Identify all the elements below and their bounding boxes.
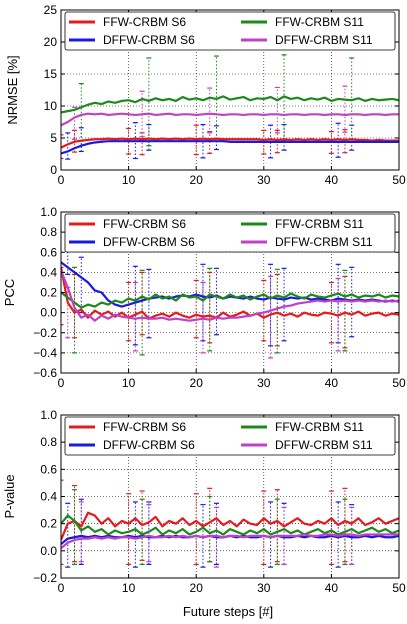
y-tick-label: 20 bbox=[44, 35, 58, 49]
y-tick-label: 0.4 bbox=[40, 265, 57, 279]
x-tick-label: 0 bbox=[58, 581, 65, 595]
legend-label: DFFW-CRBM S6 bbox=[103, 438, 195, 452]
series-line-dffw-crbm-s11 bbox=[61, 112, 399, 127]
legend-label: DFFW-CRBM S11 bbox=[275, 33, 373, 47]
y-tick-label: −0.6 bbox=[33, 366, 57, 380]
x-tick-label: 40 bbox=[325, 173, 339, 187]
y-tick-label: 10 bbox=[44, 99, 58, 113]
legend-label: FFW-CRBM S11 bbox=[275, 420, 364, 434]
x-tick-label: 10 bbox=[122, 376, 136, 390]
x-tick-label: 20 bbox=[190, 376, 204, 390]
x-tick-label: 20 bbox=[190, 173, 204, 187]
x-tick-label: 20 bbox=[190, 581, 204, 595]
series-line-dffw-crbm-s11 bbox=[61, 533, 399, 549]
legend: FFW-CRBM S6 FFW-CRBM S11 DFFW-CRBM S6 DFFW-… bbox=[64, 416, 396, 456]
series-line-dffw-crbm-s6 bbox=[61, 140, 399, 155]
y-tick-label: −0.2 bbox=[33, 326, 57, 340]
chart-panel-2: 0 10 20 30 40 50 −0.2 0.0 0.2 0.4 0.6 0.8 1.0 P-value… bbox=[2, 408, 406, 595]
x-tick-label: 40 bbox=[325, 376, 339, 390]
y-tick-label: 0.6 bbox=[40, 245, 57, 259]
y-tick-label: −0.4 bbox=[33, 346, 57, 360]
legend-label: FFW-CRBM S6 bbox=[103, 15, 186, 29]
x-tick-label: 50 bbox=[392, 581, 406, 595]
y-tick-label: 1.0 bbox=[40, 205, 57, 219]
x-tick-label: 10 bbox=[122, 581, 136, 595]
plot-area bbox=[61, 215, 399, 359]
chart-panel-0: 0 10 20 30 40 50 0 5 10 15 20 25 NRMSE [%] FFW-CRBM S… bbox=[5, 3, 406, 187]
legend: FFW-CRBM S6 FFW-CRBM S11 DFFW-CRBM S6 DFFW-… bbox=[64, 11, 396, 51]
x-tick-label: 40 bbox=[325, 581, 339, 595]
series-line-ffw-crbm-s11 bbox=[61, 95, 399, 114]
y-tick-label: 0.2 bbox=[40, 517, 57, 531]
x-tick-label: 50 bbox=[392, 173, 406, 187]
y-tick-label: 0.8 bbox=[40, 435, 57, 449]
plot-area bbox=[61, 479, 399, 568]
x-tick-label: 10 bbox=[122, 173, 136, 187]
series-line-ffw-crbm-s6 bbox=[61, 137, 399, 149]
legend-label: DFFW-CRBM S11 bbox=[275, 235, 373, 249]
y-axis-label: PCC bbox=[2, 279, 17, 306]
plot-area bbox=[61, 54, 399, 160]
xlabel-bottom: Future steps [#] bbox=[183, 604, 273, 619]
y-tick-label: 0.6 bbox=[40, 462, 57, 476]
x-tick-label: 0 bbox=[58, 376, 65, 390]
y-axis-label: NRMSE [%] bbox=[5, 55, 20, 124]
legend-box bbox=[64, 11, 396, 51]
x-tick-label: 50 bbox=[392, 376, 406, 390]
plot-frame bbox=[60, 9, 400, 171]
legend-label: DFFW-CRBM S11 bbox=[275, 438, 373, 452]
y-tick-label: 1.0 bbox=[40, 408, 57, 422]
series-line-dffw-crbm-s11 bbox=[61, 269, 399, 322]
legend-box bbox=[64, 213, 396, 253]
legend-label: DFFW-CRBM S6 bbox=[103, 33, 195, 47]
legend: FFW-CRBM S6 FFW-CRBM S11 DFFW-CRBM S6 DFFW-… bbox=[64, 213, 396, 253]
legend-label: FFW-CRBM S6 bbox=[103, 217, 186, 231]
y-tick-label: 0.8 bbox=[40, 225, 57, 239]
x-tick-label: 30 bbox=[257, 581, 271, 595]
y-tick-label: 0.0 bbox=[40, 306, 57, 320]
chart-panel-1: 0 10 20 30 40 50 −0.6 −0.4 −0.2 0.0 0.2 0.4 0.6 0.8 1.… bbox=[2, 205, 406, 390]
series-line-ffw-crbm-s6 bbox=[61, 267, 399, 320]
legend-label: DFFW-CRBM S6 bbox=[103, 235, 195, 249]
legend-box bbox=[64, 416, 396, 456]
x-tick-label: 30 bbox=[257, 173, 271, 187]
y-axis-label: P-value bbox=[2, 474, 17, 518]
y-tick-label: 0.2 bbox=[40, 286, 57, 300]
y-tick-label: 0 bbox=[50, 163, 57, 177]
y-tick-label: 15 bbox=[44, 67, 58, 81]
x-tick-label: 0 bbox=[58, 173, 65, 187]
y-tick-label: 0.4 bbox=[40, 490, 57, 504]
x-tick-label: 30 bbox=[257, 376, 271, 390]
series-line-dffw-crbm-s6 bbox=[61, 261, 399, 308]
y-tick-label: 25 bbox=[44, 3, 58, 17]
legend-label: FFW-CRBM S11 bbox=[275, 217, 364, 231]
y-tick-label: −0.2 bbox=[33, 571, 57, 585]
series-line-ffw-crbm-s11 bbox=[61, 514, 399, 536]
series-line-ffw-crbm-s6 bbox=[61, 511, 399, 541]
legend-label: FFW-CRBM S11 bbox=[275, 15, 364, 29]
legend-label: FFW-CRBM S6 bbox=[103, 420, 186, 434]
series-line-ffw-crbm-s11 bbox=[61, 291, 399, 309]
y-tick-label: 5 bbox=[50, 131, 57, 145]
y-tick-label: 0.0 bbox=[40, 544, 57, 558]
